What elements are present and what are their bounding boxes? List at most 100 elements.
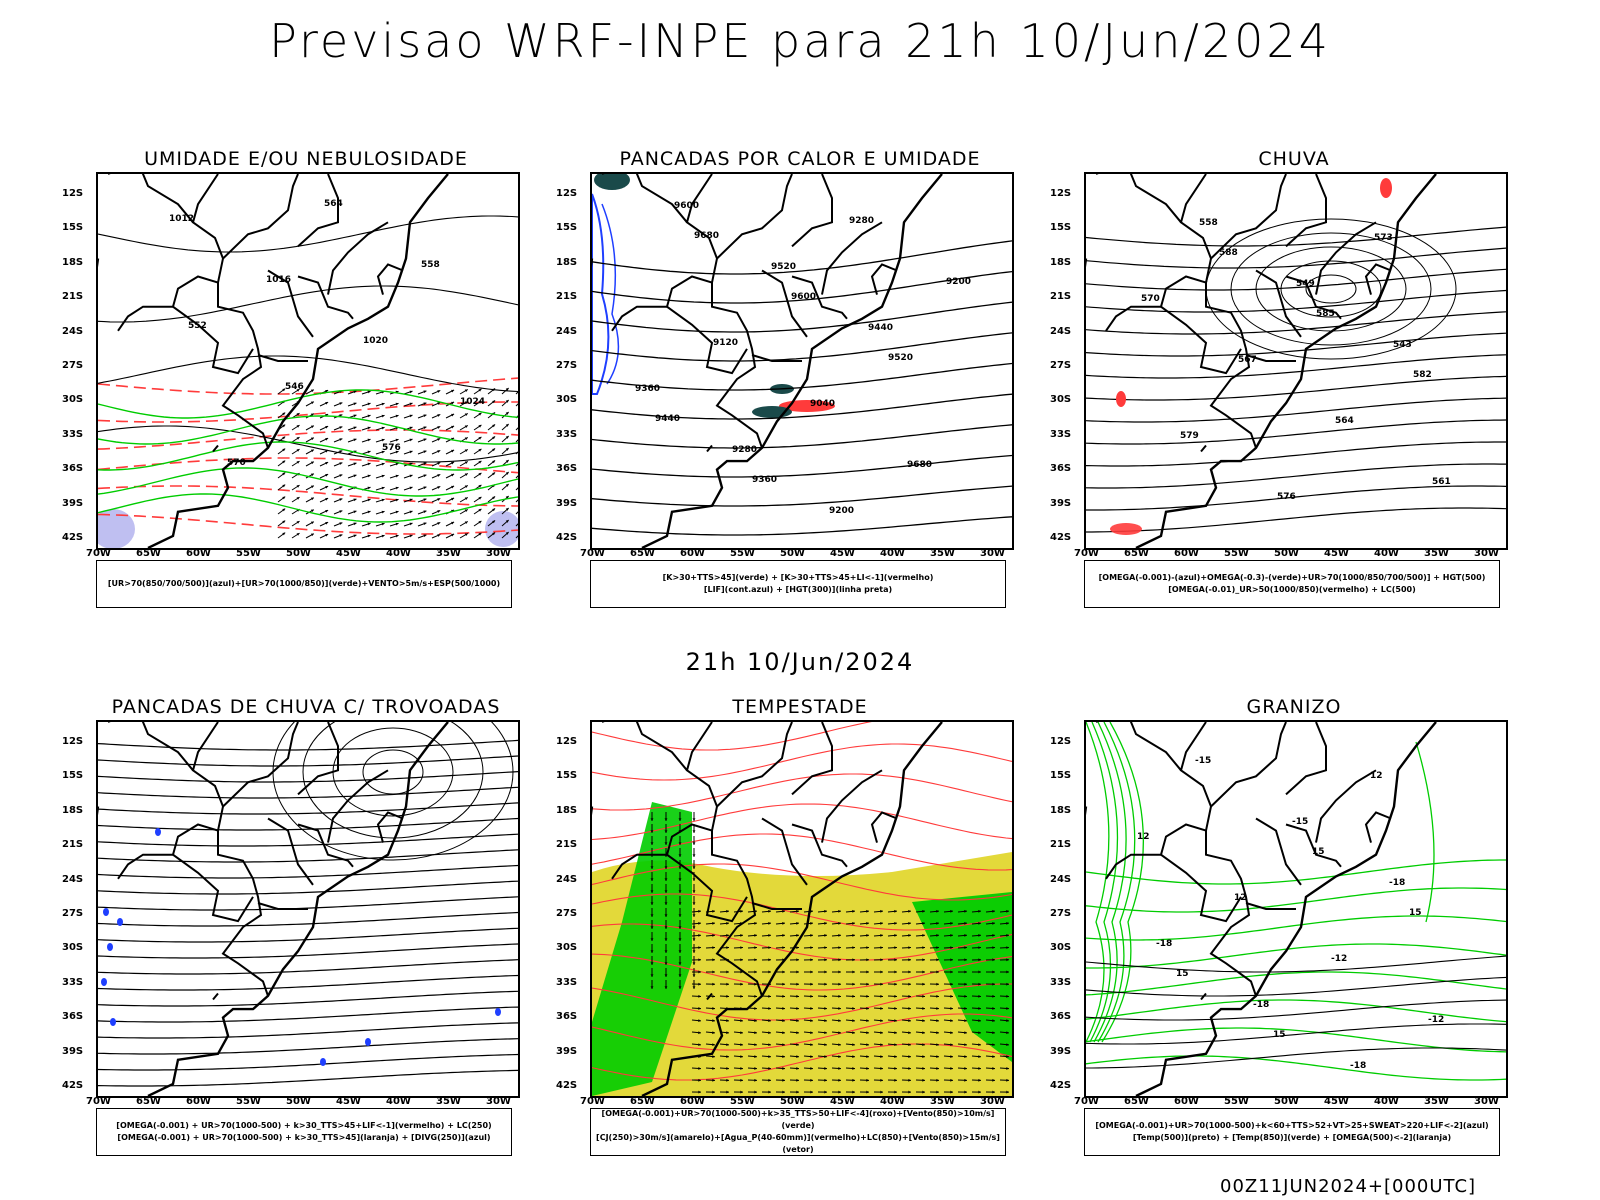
lat-tick-label: 12S	[1050, 736, 1072, 747]
contour-label: -18	[1389, 878, 1405, 888]
lat-tick-label: 36S	[1050, 1011, 1072, 1023]
panel-umidade: UMIDADE E/OU NEBULOSIDADE 1012 1016 1020 102…	[62, 148, 546, 618]
contour-label: -18	[1253, 1000, 1269, 1010]
contour-label: 543	[1393, 340, 1412, 350]
lon-tick-label: 45W	[1324, 1096, 1349, 1107]
panel-tempestade: TEMPESTADE 12S 15S 18S 21S 24S 27S 30S 33S 36S 39S…	[556, 696, 1040, 1166]
contour-label: -12	[1428, 1015, 1444, 1025]
lon-tick-label: 65W	[1124, 548, 1149, 559]
panel-title: CHUVA	[1258, 148, 1330, 170]
contour-label: 573	[1374, 233, 1393, 243]
lon-tick-label: 50W	[780, 548, 805, 559]
lat-tick-label: 24S	[62, 325, 84, 337]
lon-tick-label: 30W	[980, 548, 1005, 559]
panel-legend: [OMEGA(-0.001)-(azul)+OMEGA(-0.3)-(verde…	[1084, 560, 1500, 608]
lon-tick-label: 30W	[486, 1096, 511, 1107]
contour-label: 12	[1370, 771, 1383, 781]
lat-tick-label: 15S	[556, 222, 578, 234]
contour-label: 576	[382, 443, 401, 453]
lat-tick-label: 21S	[1050, 291, 1072, 303]
legend-line: [OMEGA(-0.001) + UR>70(1000-500) + k>30_…	[117, 1133, 491, 1142]
lon-tick-label: 40W	[1374, 1096, 1399, 1107]
lon-tick-label: 35W	[436, 548, 461, 559]
contour-label: 585	[1316, 309, 1335, 319]
panel-chuva: CHUVA 588 585 582 579 576 573 570 567 564 561 558 54…	[1050, 148, 1534, 618]
legend-line: [UR>70(850/700/500)](azul)+[UR>70(1000/8…	[107, 579, 501, 588]
panel-legend: [OMEGA(-0.001) + UR>70(1000-500) + k>30_…	[96, 1108, 512, 1156]
lon-tick-label: 35W	[930, 1096, 955, 1107]
lon-tick-label: 35W	[436, 1096, 461, 1107]
lon-tick-label: 65W	[630, 1096, 655, 1107]
lat-tick-label: 36S	[62, 1011, 84, 1023]
lat-tick-label: 18S	[62, 256, 84, 268]
contour-label: -15	[1195, 756, 1211, 766]
legend-line: [OMEGA(-0.01)_UR>50(1000/850)(vermelho) …	[1168, 585, 1416, 594]
contour-label: -18	[1156, 939, 1172, 949]
lon-tick-label: 55W	[236, 1096, 261, 1107]
lon-tick-label: 55W	[236, 548, 261, 559]
contour-label: 9600	[674, 201, 699, 211]
lat-tick-label: 18S	[1050, 804, 1072, 816]
lon-tick-label: 55W	[1224, 548, 1249, 559]
contour-label: 564	[324, 199, 343, 209]
lat-tick-label: 24S	[1050, 873, 1072, 885]
panel-granizo: GRANIZO 15 15 15 15 12 12 12 -12 -12 -15 -15 -18 -18-…	[1050, 696, 1534, 1166]
panel-title: GRANIZO	[1246, 696, 1342, 718]
lon-tick-label: 30W	[1474, 1096, 1499, 1107]
contour-label: 546	[285, 382, 304, 392]
lat-tick-label: 12S	[62, 736, 84, 747]
lat-tick-label: 39S	[1050, 497, 1072, 509]
contour-label: 1016	[266, 275, 291, 285]
lon-tick-label: 35W	[930, 548, 955, 559]
contour-label: 1020	[363, 336, 388, 346]
map-plot	[98, 722, 518, 1096]
contour-label: 9440	[868, 323, 893, 333]
lat-tick-label: 36S	[556, 463, 578, 475]
contour-label: 561	[1432, 477, 1451, 487]
lon-tick-label: 55W	[1224, 1096, 1249, 1107]
lon-tick-label: 65W	[630, 548, 655, 559]
lon-tick-label: 30W	[486, 548, 511, 559]
lon-tick-label: 60W	[680, 548, 705, 559]
contour-label: 576	[1277, 492, 1296, 502]
contour-label: 9360	[752, 475, 777, 485]
lon-tick-label: 60W	[680, 1096, 705, 1107]
contour-label: 1012	[169, 214, 194, 224]
lat-tick-label: 21S	[62, 839, 84, 851]
lat-tick-label: 27S	[1050, 908, 1072, 919]
lat-tick-label: 21S	[62, 291, 84, 303]
lat-tick-label: 21S	[556, 291, 578, 303]
lat-tick-label: 42S	[1050, 1080, 1072, 1091]
lat-tick-label: 39S	[62, 497, 84, 509]
contour-label: 570	[1141, 294, 1160, 304]
lat-tick-label: 18S	[556, 804, 578, 816]
map-plot: 1012 1016 1020 1024 570 564 558 552 546 576	[98, 174, 518, 548]
lat-tick-label: 33S	[556, 976, 578, 988]
contour-label: 9200	[946, 277, 971, 287]
lon-tick-label: 70W	[580, 548, 605, 559]
map-frame	[590, 720, 1014, 1098]
contour-label: 1024	[460, 397, 485, 407]
lon-tick-label: 65W	[1124, 1096, 1149, 1107]
lat-tick-label: 33S	[62, 428, 84, 440]
lon-tick-label: 55W	[730, 548, 755, 559]
contour-label: 9520	[888, 353, 913, 363]
lat-tick-label: 42S	[1050, 532, 1072, 543]
lat-tick-label: 30S	[556, 942, 578, 954]
map-frame: 588 585 582 579 576 573 570 567 564 561 558 549 543	[1084, 172, 1508, 550]
panel-legend: [UR>70(850/700/500)](azul)+[UR>70(1000/8…	[96, 560, 512, 608]
lat-tick-label: 36S	[556, 1011, 578, 1023]
lat-tick-label: 15S	[1050, 222, 1072, 234]
lat-tick-label: 15S	[1050, 770, 1072, 782]
lon-tick-label: 45W	[336, 548, 361, 559]
lat-tick-label: 15S	[62, 770, 84, 782]
contour-label: 9120	[713, 338, 738, 348]
contour-label: 9440	[655, 414, 680, 424]
lat-tick-label: 39S	[1050, 1045, 1072, 1057]
lat-tick-label: 33S	[1050, 428, 1072, 440]
lat-tick-label: 12S	[556, 188, 578, 199]
lat-tick-label: 30S	[1050, 942, 1072, 954]
lat-tick-label: 12S	[556, 736, 578, 747]
